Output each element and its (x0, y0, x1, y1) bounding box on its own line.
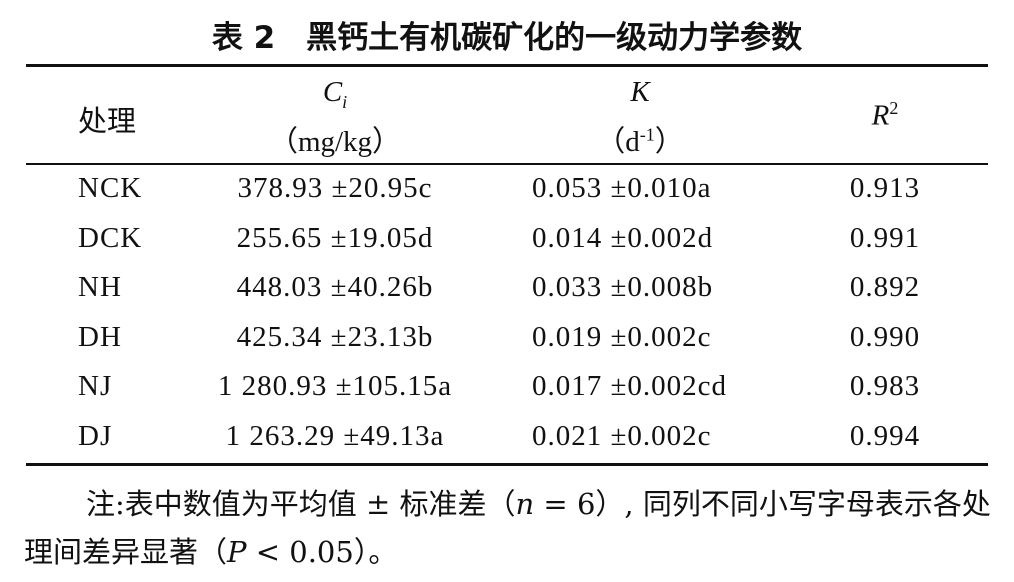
header-rule (26, 163, 988, 165)
symbol: R (871, 99, 890, 132)
table-cell: 0.017 ±0.002cd (532, 370, 728, 402)
table-cell: 1 280.93 ±105.15a (217, 370, 453, 402)
note-text: n (515, 487, 535, 521)
table-cell: 0.983 (849, 370, 921, 402)
table-cell: DCK (78, 221, 143, 254)
note-text: 注:表中数值为平均值 ± 标准差（ (86, 487, 516, 521)
superscript: 2 (889, 98, 899, 118)
header-cell: 处理 (78, 106, 137, 138)
note-text: P (227, 535, 247, 569)
unit-sup: -1 (639, 124, 655, 145)
table-cell: 0.892 (849, 271, 921, 303)
table-cell: NJ (78, 370, 113, 402)
table-cell: 0.991 (849, 221, 921, 254)
table-cell: 0.033 ±0.008b (532, 271, 714, 303)
table-cell: 0.913 (849, 172, 921, 204)
table-cell: 0.053 ±0.010a (532, 172, 712, 204)
table-cell: 0.021 ±0.002c (532, 419, 712, 452)
table-note: 注:表中数值为平均值 ± 标准差（n = 6）, 同列不同小写字母表示各处理间差… (24, 480, 994, 576)
table-cell: 378.93 ±20.95c (237, 172, 433, 204)
table-cell: DH (78, 320, 122, 353)
symbol: C (322, 76, 343, 108)
table-cell: NH (78, 271, 122, 303)
table-cell: 0.014 ±0.002d (532, 221, 714, 254)
table-cell: DJ (78, 419, 113, 452)
header-cell: R2 (785, 98, 985, 133)
header-cell: Ci (185, 76, 485, 113)
table-title: 表 2 黑钙土有机碳矿化的一级动力学参数 (211, 20, 803, 56)
bottom-rule (26, 463, 988, 466)
note-text: < 0.05）。 (246, 535, 398, 569)
header-unit: （d-1） (490, 118, 790, 160)
unit-part: （d (596, 126, 640, 158)
table-cell: 448.03 ±40.26b (236, 271, 434, 303)
note-text: = 6）, 同列不同小写字母表示各处理间差异显著（ (24, 487, 991, 569)
symbol: K (630, 76, 650, 108)
table-cell: 0.019 ±0.002c (532, 320, 712, 353)
table-cell: 0.990 (849, 320, 921, 353)
top-rule (26, 64, 988, 67)
header-cell: K (490, 76, 790, 109)
table-cell: 1 263.29 ±49.13a (225, 419, 445, 452)
unit-part: ） (654, 126, 684, 158)
table-cell: NCK (78, 172, 143, 204)
subscript: i (342, 91, 348, 112)
table-cell: 0.994 (849, 419, 921, 452)
table-cell: 425.34 ±23.13b (236, 320, 434, 353)
header-unit: （mg/kg） (268, 126, 402, 158)
table-cell: 255.65 ±19.05d (236, 221, 434, 254)
